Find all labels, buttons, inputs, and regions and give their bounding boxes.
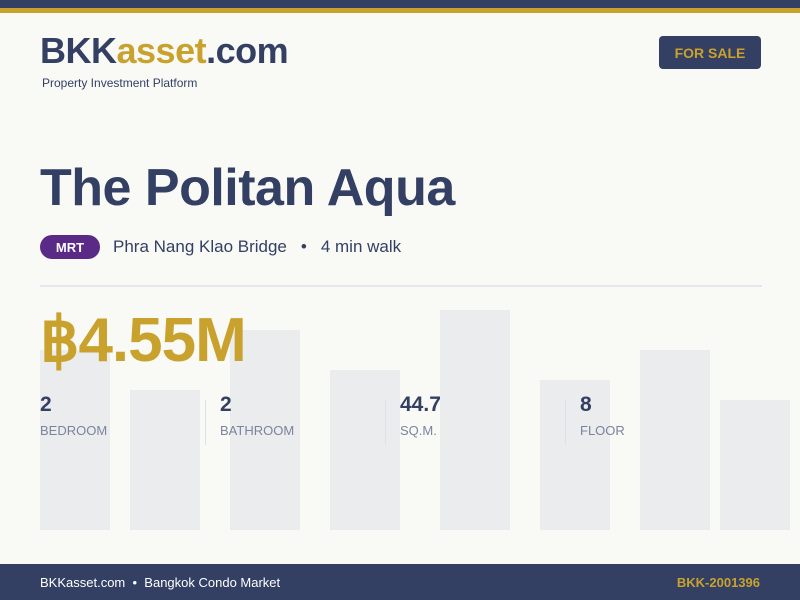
walk-time: 4 min walk <box>320 237 402 256</box>
stat-divider <box>385 400 386 445</box>
footer-site[interactable]: BKKasset.com <box>40 574 126 590</box>
top-gold-stripe <box>0 8 800 13</box>
stat-value: 2 <box>220 393 232 416</box>
stat-value: 2 <box>40 393 52 416</box>
stat-area: 44.7 SQ.M. <box>400 393 441 438</box>
for-sale-badge: FOR SALE <box>659 36 761 69</box>
price: ฿4.55M <box>40 306 247 375</box>
decorative-bar <box>640 350 710 530</box>
station-name: Phra Nang Klao Bridge <box>113 237 287 256</box>
logo-accent: asset <box>116 30 207 71</box>
stat-label: BEDROOM <box>40 423 108 438</box>
stat-bedroom: 2 BEDROOM <box>40 393 107 438</box>
decorative-bar <box>540 380 610 530</box>
separator-dot: • <box>300 237 307 256</box>
top-navy-stripe <box>0 0 800 8</box>
decorative-bar <box>130 390 200 530</box>
decorative-bar <box>230 330 300 530</box>
stat-bathroom: 2 BATHROOM <box>220 393 294 438</box>
logo-prefix: BKK <box>40 30 117 71</box>
logo-suffix: .com <box>206 30 289 71</box>
listing-reference: BKK-2001396 <box>676 574 760 590</box>
footer-market: Bangkok Condo Market <box>144 574 281 590</box>
divider <box>40 285 762 287</box>
stat-divider <box>565 400 566 445</box>
brand-logo[interactable]: BKKasset.com <box>40 30 289 72</box>
decorative-bar <box>330 370 400 530</box>
stat-value: 44.7 <box>400 393 441 416</box>
transit-badge: MRT <box>40 235 100 259</box>
separator-dot: • <box>132 574 138 590</box>
decorative-bar <box>40 350 110 530</box>
stat-label: SQ.M. <box>400 423 437 438</box>
stat-label: BATHROOM <box>220 423 295 438</box>
decorative-bar <box>440 310 510 530</box>
stat-divider <box>205 400 206 445</box>
stat-value: 8 <box>580 393 592 416</box>
stat-floor: 8 FLOOR <box>580 393 625 438</box>
footer: BKKasset.com • Bangkok Condo Market BKK-… <box>0 564 800 600</box>
footer-left: BKKasset.com • Bangkok Condo Market <box>40 575 280 590</box>
decorative-bar <box>720 400 790 530</box>
stat-label: FLOOR <box>580 423 625 438</box>
location-info: Phra Nang Klao Bridge • 4 min walk <box>113 237 401 257</box>
property-title: The Politan Aqua <box>40 159 455 217</box>
tagline: Property Investment Platform <box>42 76 198 90</box>
